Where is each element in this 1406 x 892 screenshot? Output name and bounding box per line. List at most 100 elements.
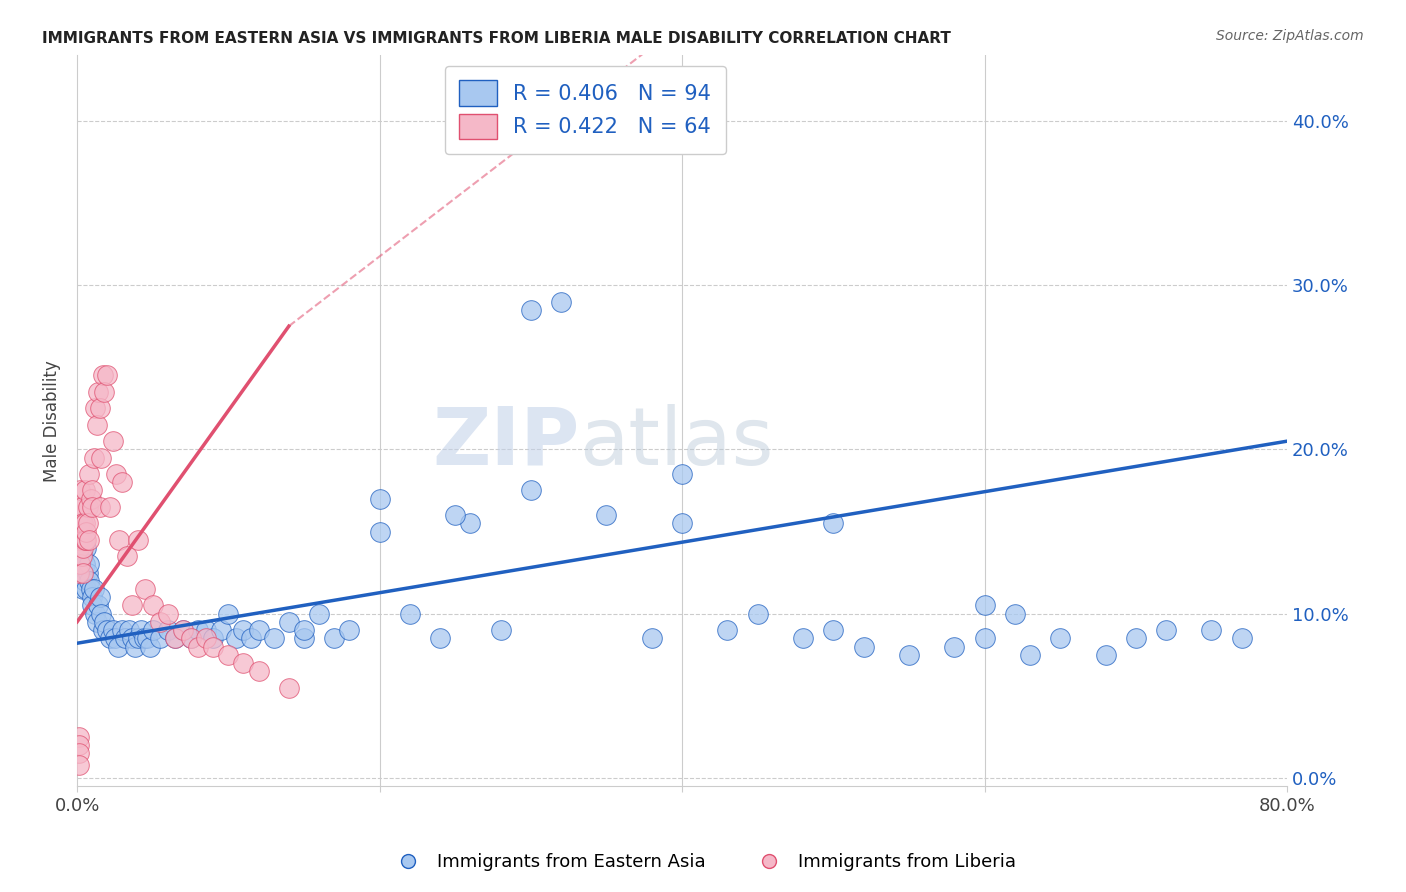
Point (142, 599, 165, 613)
Point (69, 558, 91, 572)
Point (70, 500, 93, 514)
Point (72, 582, 94, 596)
Point (77, 467, 100, 481)
Point (75, 582, 97, 596)
Point (70, 549, 93, 564)
Point (86, 417, 108, 432)
Point (156, 607, 179, 621)
Point (194, 632, 217, 646)
Point (398, 607, 420, 621)
Point (121, 632, 143, 646)
Point (67, 508, 90, 522)
Point (323, 632, 346, 646)
Point (76, 500, 98, 514)
Point (90, 607, 112, 621)
Point (72, 516, 94, 531)
Point (138, 640, 160, 654)
Point (124, 640, 146, 654)
Point (91, 368, 114, 383)
Point (209, 623, 232, 637)
Point (460, 516, 482, 531)
Point (747, 607, 769, 621)
Point (69, 500, 91, 514)
Point (852, 640, 875, 654)
Point (1230, 632, 1253, 646)
Point (83, 450, 105, 465)
Point (89, 591, 111, 605)
Point (194, 623, 217, 637)
Point (89, 401, 111, 416)
Point (127, 632, 149, 646)
Point (108, 533, 131, 547)
Point (115, 549, 138, 564)
Point (1049, 632, 1071, 646)
Point (217, 607, 239, 621)
Point (132, 632, 155, 646)
Point (86, 615, 108, 629)
Point (444, 508, 467, 522)
Point (70, 533, 93, 547)
Point (73, 516, 96, 531)
Point (84, 607, 107, 621)
Point (247, 623, 270, 637)
Point (489, 623, 512, 637)
Point (129, 623, 152, 637)
Point (180, 632, 202, 646)
Point (103, 623, 125, 637)
Point (73, 574, 96, 588)
Point (1094, 648, 1116, 662)
Point (73, 558, 96, 572)
Point (263, 632, 285, 646)
Point (77, 533, 100, 547)
Point (67, 730, 90, 744)
Point (69, 533, 91, 547)
Point (232, 656, 254, 670)
Point (70, 516, 93, 531)
Point (142, 623, 165, 637)
Text: ZIP: ZIP (432, 403, 579, 482)
Point (83, 582, 105, 596)
Point (96, 623, 118, 637)
Point (716, 623, 738, 637)
Point (114, 632, 136, 646)
Point (973, 632, 995, 646)
Point (202, 640, 225, 654)
Point (897, 648, 920, 662)
Point (973, 599, 995, 613)
Point (134, 582, 156, 596)
Point (72, 549, 94, 564)
Point (93, 615, 115, 629)
Point (180, 632, 202, 646)
Point (277, 615, 299, 629)
Point (67, 738, 90, 752)
Point (225, 632, 247, 646)
Point (84, 401, 107, 416)
Point (67, 541, 90, 555)
Point (232, 623, 254, 637)
Point (217, 648, 239, 662)
Point (80, 491, 103, 506)
Point (98, 500, 121, 514)
Point (135, 632, 157, 646)
Point (792, 632, 814, 646)
Point (105, 467, 128, 481)
Point (98, 632, 121, 646)
Point (429, 632, 451, 646)
Point (202, 632, 225, 646)
Point (127, 533, 149, 547)
Point (671, 516, 693, 531)
Legend: Immigrants from Eastern Asia, Immigrants from Liberia: Immigrants from Eastern Asia, Immigrants… (382, 847, 1024, 879)
Point (550, 294, 572, 309)
Point (165, 632, 187, 646)
Point (93, 384, 115, 399)
Point (292, 632, 315, 646)
Point (87, 384, 110, 399)
Point (111, 623, 134, 637)
Point (90, 450, 112, 465)
Point (76, 566, 98, 580)
Point (368, 524, 391, 539)
Point (75, 524, 97, 539)
Point (67, 746, 90, 760)
Point (337, 623, 360, 637)
Point (247, 664, 270, 678)
